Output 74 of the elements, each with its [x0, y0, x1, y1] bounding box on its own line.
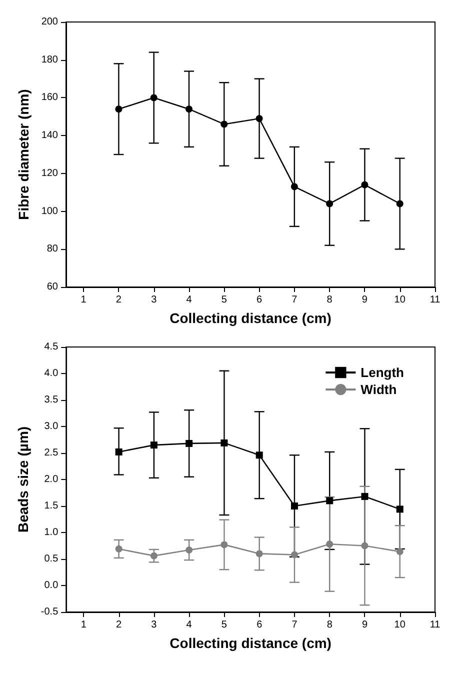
- point: [361, 542, 368, 550]
- x-axis-title: Collecting distance (cm): [170, 635, 332, 651]
- x-tick-label: 7: [292, 294, 298, 306]
- y-axis-title: Beads size (µm): [15, 426, 31, 533]
- point: [115, 545, 122, 552]
- point: [396, 506, 404, 513]
- x-tick-label: 11: [430, 620, 441, 630]
- point: [150, 94, 158, 102]
- y-tick-label: 60: [46, 282, 58, 292]
- point: [256, 550, 263, 558]
- point: [115, 106, 122, 113]
- point: [290, 183, 298, 190]
- x-tick-label: 11: [430, 294, 441, 306]
- point: [150, 442, 158, 449]
- y-tick-label: 3.0: [44, 421, 59, 432]
- y-tick-label: 120: [41, 168, 58, 179]
- legend-label: Length: [360, 365, 404, 380]
- legend-label: Width: [360, 382, 397, 397]
- x-tick-label: 1: [80, 294, 87, 306]
- point: [186, 440, 193, 447]
- point: [326, 497, 334, 504]
- y-tick-label: 1.0: [44, 527, 59, 538]
- y-tick-label: 4.0: [44, 368, 59, 379]
- x-tick-label: 6: [256, 620, 263, 630]
- point: [396, 200, 404, 208]
- point: [220, 120, 228, 128]
- x-tick-label: 8: [326, 620, 333, 630]
- x-tick-label: 4: [186, 294, 192, 306]
- y-tick-label: 100: [41, 206, 58, 217]
- x-tick-label: 1: [80, 620, 87, 630]
- x-tick-label: 5: [221, 294, 228, 306]
- x-tick-label: 8: [326, 294, 333, 306]
- y-tick-label: -0.5: [40, 606, 59, 618]
- x-tick-label: 2: [116, 620, 122, 630]
- y-tick-label: 200: [41, 16, 58, 28]
- y-tick-label: 4.5: [44, 342, 59, 352]
- point: [326, 200, 334, 208]
- x-tick-label: 2: [116, 294, 122, 306]
- point: [361, 492, 368, 500]
- x-tick-label: 6: [256, 294, 263, 306]
- y-tick-label: 160: [41, 92, 58, 104]
- x-axis-title: Collecting distance (cm): [170, 310, 332, 326]
- point: [220, 439, 228, 446]
- x-tick-label: 10: [394, 294, 406, 306]
- y-tick-label: 0.0: [44, 580, 59, 591]
- y-tick-label: 140: [41, 130, 58, 142]
- x-tick-label: 3: [151, 620, 158, 630]
- y-tick-label: 1.5: [44, 500, 59, 512]
- point: [396, 548, 404, 556]
- x-tick-label: 4: [186, 620, 192, 630]
- x-tick-label: 5: [221, 620, 228, 630]
- point: [361, 181, 368, 188]
- y-tick-label: 80: [46, 244, 58, 255]
- point: [220, 541, 228, 548]
- x-tick-label: 9: [362, 620, 368, 630]
- x-tick-label: 3: [151, 294, 158, 306]
- y-tick-label: 2.5: [44, 448, 59, 458]
- point: [186, 546, 193, 554]
- y-tick-label: 3.5: [44, 394, 59, 406]
- point: [186, 106, 192, 113]
- point: [256, 115, 263, 122]
- point: [150, 552, 158, 560]
- point: [290, 551, 298, 558]
- point: [115, 448, 122, 456]
- y-tick-label: 180: [41, 54, 58, 66]
- y-tick-label: 0.5: [44, 554, 59, 564]
- x-tick-label: 10: [394, 620, 406, 630]
- point: [326, 540, 334, 548]
- point: [290, 502, 298, 510]
- x-tick-label: 7: [292, 620, 298, 630]
- y-tick-label: 2.0: [44, 474, 59, 485]
- y-axis-title: Fibre diameter (nm): [15, 89, 32, 220]
- x-tick-label: 9: [362, 294, 368, 306]
- point: [256, 452, 263, 459]
